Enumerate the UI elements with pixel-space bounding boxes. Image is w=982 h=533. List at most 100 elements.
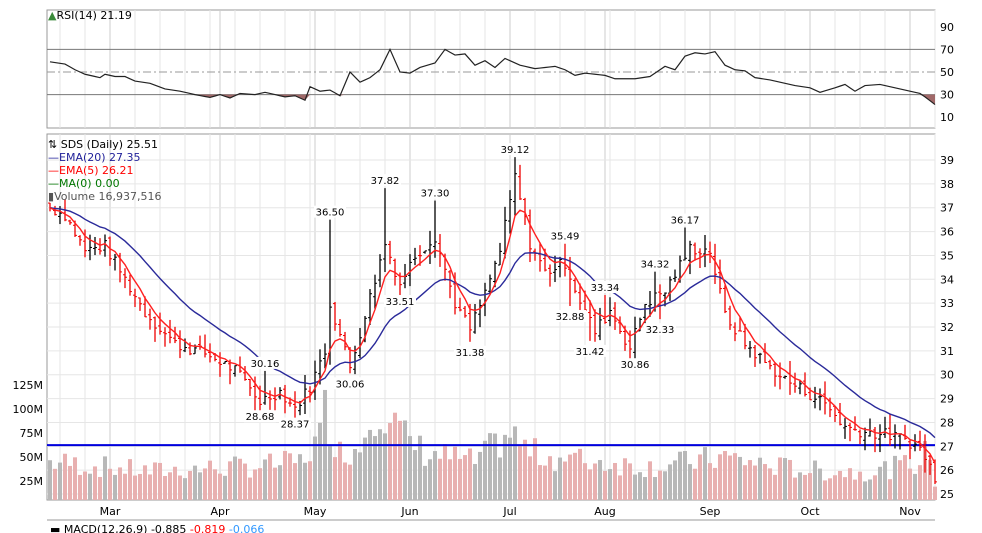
price-tick-label: 25: [940, 488, 954, 501]
volume-bar: [693, 468, 697, 500]
price-annotation: 30.16: [251, 359, 280, 370]
volume-bar: [93, 466, 97, 500]
volume-bar: [728, 455, 732, 500]
volume-bar: [523, 439, 527, 500]
volume-bar: [888, 479, 892, 500]
volume-bar: [108, 468, 112, 500]
volume-bar: [168, 472, 172, 500]
volume-bar: [843, 477, 847, 500]
volume-bar: [78, 474, 82, 500]
volume-bar: [253, 469, 257, 500]
volume-bar: [823, 480, 827, 500]
volume-bar: [138, 473, 142, 500]
volume-bar: [808, 473, 812, 500]
volume-bar: [638, 472, 642, 500]
price-tick-label: 38: [940, 178, 954, 191]
volume-bar: [563, 461, 567, 500]
volume-bar: [193, 465, 197, 500]
volume-bar: [158, 462, 162, 500]
volume-bar: [368, 429, 372, 500]
volume-bar: [423, 465, 427, 500]
volume-bar: [788, 459, 792, 500]
volume-bar: [858, 471, 862, 500]
volume-bar: [188, 470, 192, 500]
rsi-tick-label: 10: [940, 111, 954, 124]
volume-bar: [278, 465, 282, 500]
price-tick-label: 32: [940, 321, 954, 334]
volume-bar: [268, 453, 272, 500]
price-annotation: 33.51: [386, 297, 415, 308]
volume-bar: [908, 468, 912, 500]
volume-bar: [633, 474, 637, 500]
volume-bar: [603, 470, 607, 500]
volume-bar: [893, 455, 897, 500]
volume-bar: [883, 461, 887, 500]
legend-volume: Volume 16,937,516: [54, 190, 162, 203]
volume-bar: [763, 464, 767, 500]
rsi-panel: [46, 9, 936, 129]
volume-bar: [813, 460, 817, 500]
rsi-line: [49, 47, 936, 106]
volume-bar: [103, 456, 107, 500]
volume-bar: [818, 468, 822, 500]
volume-bar: [238, 458, 242, 500]
volume-bar: [233, 456, 237, 500]
volume-bar: [218, 473, 222, 500]
volume-bar: [258, 468, 262, 500]
volume-bar: [593, 463, 597, 500]
volume-bar: [933, 486, 937, 500]
volume-bar: [783, 458, 787, 500]
volume-bar: [328, 446, 332, 500]
volume-bar: [88, 473, 92, 500]
price-annotation: 30.06: [336, 379, 365, 390]
annotation-box: [314, 205, 346, 218]
volume-bar: [558, 457, 562, 500]
volume-bar: [148, 474, 152, 500]
annotation-box: [574, 344, 606, 357]
volume-bar: [698, 454, 702, 500]
volume-bar: [178, 475, 182, 500]
volume-tick-label: 25M: [20, 475, 44, 488]
price-tick-label: 30: [940, 369, 954, 382]
volume-bar: [403, 420, 407, 500]
legend-ema20: EMA(20) 27.35: [59, 151, 141, 164]
volume-bar: [443, 444, 447, 500]
volume-bar: [548, 456, 552, 500]
volume-bar: [408, 436, 412, 500]
volume-bar: [723, 451, 727, 500]
volume-bar: [488, 433, 492, 500]
price-tick-label: 35: [940, 249, 954, 262]
volume-bar: [343, 462, 347, 500]
volume-bar: [538, 465, 542, 500]
volume-bar: [293, 463, 297, 500]
volume-bar: [868, 479, 872, 500]
volume-bar: [863, 481, 867, 500]
ema5-line-icon: —: [48, 164, 59, 177]
volume-bar: [348, 464, 352, 500]
annotation-box: [554, 310, 586, 323]
volume-bar: [198, 472, 202, 500]
volume-bar: [463, 455, 467, 500]
volume-bar: [273, 467, 277, 500]
volume-bar: [478, 451, 482, 500]
volume-bar: [928, 459, 932, 500]
volume-bar: [588, 469, 592, 500]
volume-bar: [298, 454, 302, 500]
month-label: Jul: [502, 505, 516, 518]
volume-bar: [113, 474, 117, 500]
annotation-box: [644, 323, 676, 336]
price-annotation: 30.86: [621, 360, 650, 371]
volume-bar: [83, 471, 87, 500]
price-tick-label: 29: [940, 393, 954, 406]
ma-line-icon: —: [48, 177, 59, 190]
volume-bar: [913, 473, 917, 500]
volume-bar: [308, 461, 312, 500]
volume-bar: [358, 452, 362, 500]
volume-bar: [48, 460, 52, 500]
volume-bar: [203, 468, 207, 500]
volume-bar: [173, 466, 177, 500]
volume-bar: [163, 475, 167, 500]
month-label: May: [304, 505, 327, 518]
volume-bar: [778, 457, 782, 500]
